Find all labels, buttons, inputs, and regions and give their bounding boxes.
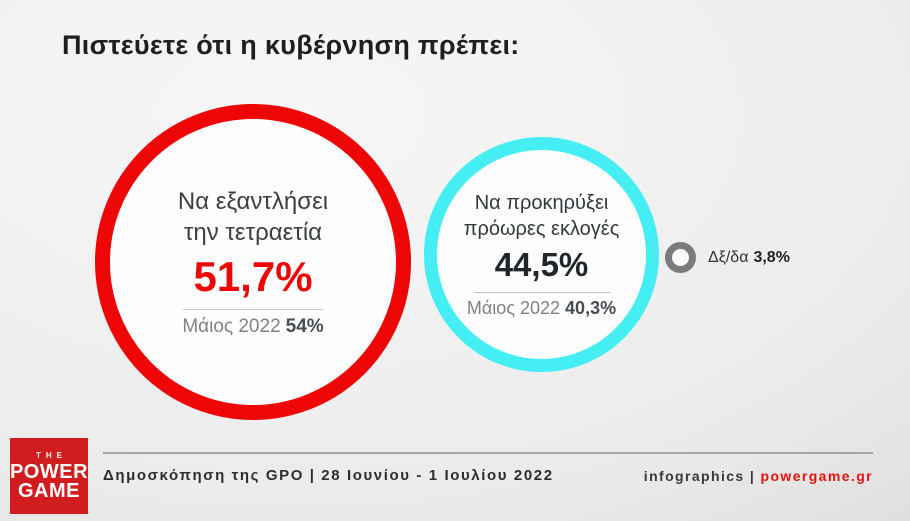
poll-source-text: Δημοσκόπηση της GPO | 28 Ιουνίου - 1 Ιου… xyxy=(103,467,554,484)
divider xyxy=(183,309,323,311)
previous-wave-value: 40,3% xyxy=(565,297,617,318)
logo-game-text: GAME xyxy=(18,480,80,502)
bubble-exhaust-term: Να εξαντλήσει την τετραετία 51,7% Μάιος … xyxy=(95,104,411,420)
logo-the-text: THE xyxy=(36,451,67,460)
powergame-logo: THE POWER GAME xyxy=(10,438,88,514)
bubble-exhaust-previous: Μάιος 2022 54% xyxy=(182,316,323,338)
bubble-exhaust-value: 51,7% xyxy=(193,253,313,301)
logo-power-text: POWER xyxy=(9,461,89,483)
previous-wave-label: Μάιος 2022 xyxy=(466,297,561,318)
infographics-label: infographics | xyxy=(643,468,761,484)
dont-know-group: Δξ/δα 3,8% xyxy=(665,242,790,273)
divider xyxy=(473,291,610,293)
previous-wave-label: Μάιος 2022 xyxy=(182,316,281,338)
powergame-site-link[interactable]: powergame.gr xyxy=(760,468,873,484)
bubble-elections-label-line2: πρόωρες εκλογές xyxy=(463,218,620,241)
bubble-elections-label-line1: Να προκηρύξει xyxy=(474,192,609,215)
footer-divider xyxy=(103,452,873,454)
dont-know-value: 3,8% xyxy=(753,248,790,266)
bubble-elections-previous: Μάιος 2022 40,3% xyxy=(467,298,616,319)
page-title: Πιστεύετε ότι η κυβέρνηση πρέπει: xyxy=(62,30,520,60)
bubble-exhaust-label-line1: Να εξαντλήσει xyxy=(177,187,329,215)
dont-know-label: Δξ/δα 3,8% xyxy=(708,249,790,267)
bubble-exhaust-label-line2: την τετραετία xyxy=(183,219,323,247)
donut-ring-icon xyxy=(665,242,696,273)
previous-wave-value: 54% xyxy=(285,316,324,338)
bubble-early-elections: Να προκηρύξει πρόωρες εκλογές 44,5% Μάιο… xyxy=(424,137,659,372)
dont-know-text: Δξ/δα xyxy=(708,248,749,266)
footer-credit: infographics | powergame.gr xyxy=(644,468,873,484)
bubble-elections-value: 44,5% xyxy=(494,246,589,284)
